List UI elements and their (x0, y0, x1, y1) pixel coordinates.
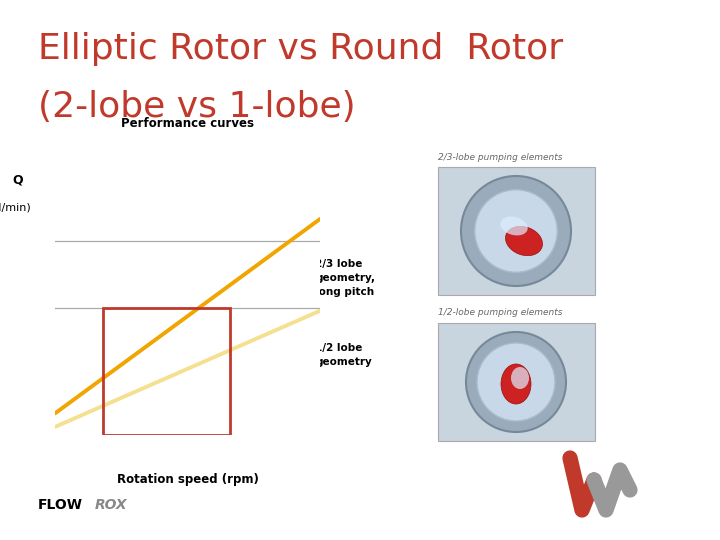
Text: ROX: ROX (95, 498, 127, 512)
Text: (l/min): (l/min) (0, 203, 31, 213)
Text: Rotation speed (rpm): Rotation speed (rpm) (117, 473, 258, 486)
Ellipse shape (500, 217, 528, 235)
Circle shape (477, 343, 555, 421)
Ellipse shape (511, 367, 529, 389)
Text: 1/2-lobe pumping elements: 1/2-lobe pumping elements (438, 308, 562, 317)
Text: Performance curves: Performance curves (121, 117, 254, 130)
Text: Elliptic Rotor vs Round  Rotor: Elliptic Rotor vs Round Rotor (38, 32, 563, 66)
Circle shape (474, 190, 557, 272)
Bar (103, 308, 230, 435)
Circle shape (466, 332, 566, 432)
Bar (438, 167, 595, 295)
Bar (438, 323, 595, 441)
Text: 1/2 lobe
geometry: 1/2 lobe geometry (315, 343, 372, 367)
Ellipse shape (505, 226, 542, 255)
Circle shape (461, 176, 571, 286)
Text: FLOW: FLOW (38, 498, 83, 512)
Text: (2-lobe vs 1-lobe): (2-lobe vs 1-lobe) (38, 90, 356, 124)
Text: Q: Q (12, 173, 23, 186)
Ellipse shape (501, 364, 531, 404)
Text: 2/3 lobe
geometry,
long pitch: 2/3 lobe geometry, long pitch (315, 259, 375, 297)
Text: 2/3-lobe pumping elements: 2/3-lobe pumping elements (438, 153, 562, 162)
